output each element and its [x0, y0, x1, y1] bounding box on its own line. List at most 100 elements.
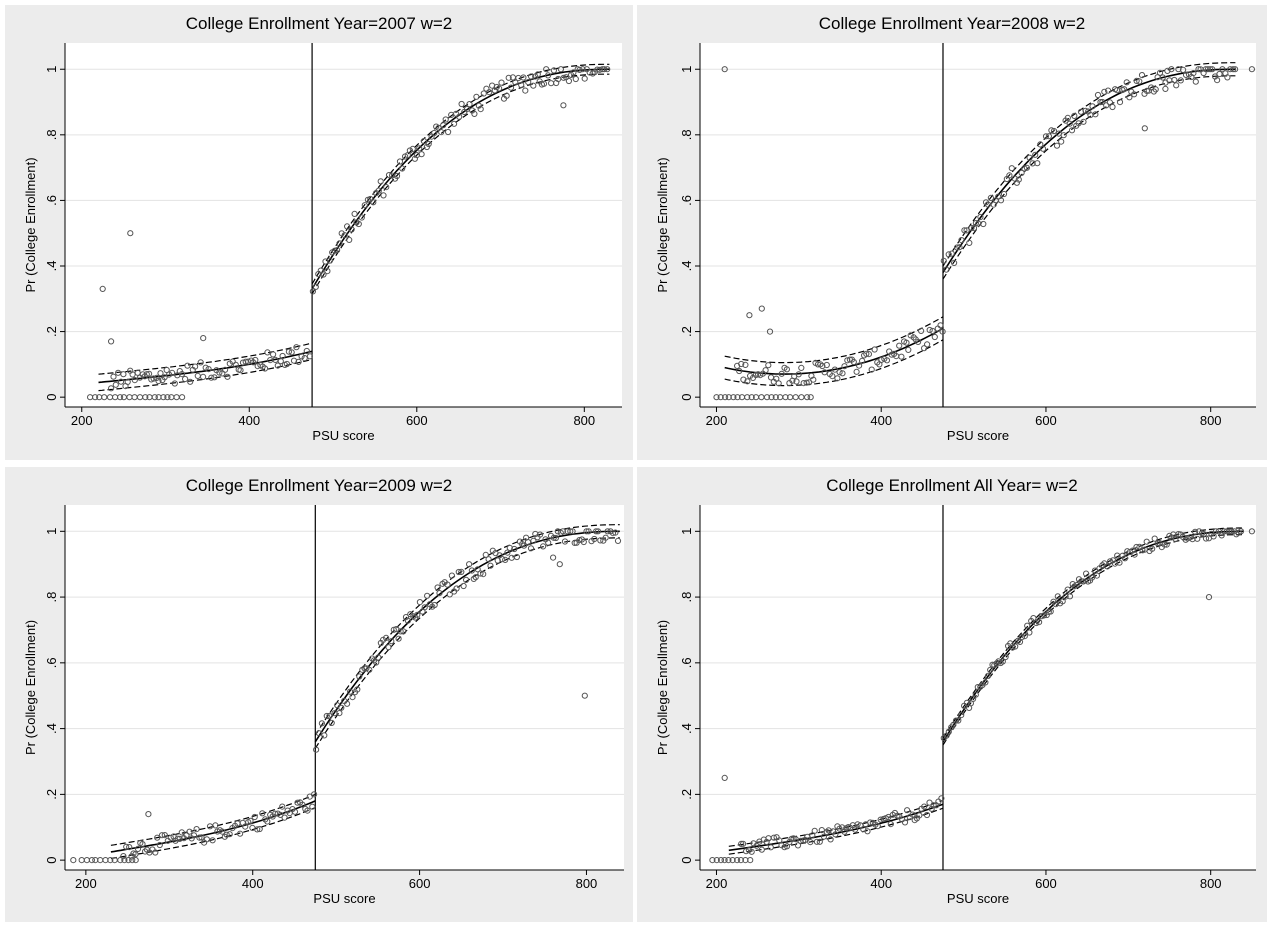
data-point	[841, 828, 848, 835]
panel-2008: College Enrollment Year=2008 w=2 PSU sco…	[637, 5, 1267, 460]
data-point	[1151, 535, 1158, 542]
data-point	[336, 240, 343, 247]
data-point	[1024, 622, 1031, 629]
data-point	[940, 257, 947, 264]
data-point	[146, 370, 153, 377]
data-point	[117, 857, 124, 864]
data-point	[502, 556, 509, 564]
data-point	[143, 371, 150, 378]
data-point	[868, 366, 875, 373]
data-point	[593, 528, 600, 535]
data-point	[158, 832, 166, 839]
data-point	[338, 704, 345, 711]
data-point	[721, 857, 728, 864]
data-point	[1248, 66, 1256, 73]
y-tick-label: .8	[679, 129, 694, 140]
y-tick-label: 1	[44, 528, 59, 535]
data-point	[968, 224, 975, 232]
data-point	[783, 366, 791, 373]
data-point	[832, 831, 839, 838]
panel-all-years: College Enrollment All Year= w=2 PSU sco…	[637, 467, 1267, 922]
data-point	[328, 719, 335, 727]
data-point	[923, 811, 931, 819]
y-tick-label: .4	[679, 261, 694, 272]
data-point	[1023, 164, 1031, 171]
data-point	[261, 365, 269, 372]
data-point	[1101, 88, 1108, 95]
data-point	[134, 845, 142, 853]
data-point	[226, 831, 233, 838]
data-point	[474, 566, 481, 573]
fit-line	[98, 350, 313, 384]
data-point	[1109, 103, 1116, 111]
data-point	[865, 351, 873, 358]
data-point	[864, 828, 871, 835]
data-point	[393, 172, 401, 180]
x-tick-label: 800	[1200, 413, 1222, 428]
data-point	[383, 634, 390, 642]
data-point	[309, 288, 316, 295]
data-point	[466, 101, 473, 108]
data-point	[348, 226, 355, 233]
data-point	[396, 158, 404, 165]
data-point	[817, 361, 824, 368]
data-point	[301, 355, 308, 362]
data-point	[470, 575, 477, 583]
data-point	[713, 394, 720, 401]
data-point	[223, 831, 230, 838]
plot-area	[65, 43, 622, 407]
data-point	[926, 326, 933, 334]
data-point	[247, 817, 254, 825]
data-point	[748, 848, 755, 855]
data-point	[591, 535, 598, 543]
data-point	[453, 585, 460, 592]
data-point	[421, 604, 428, 611]
data-point	[930, 802, 937, 809]
data-point	[1043, 611, 1050, 619]
data-point	[594, 528, 602, 535]
data-point	[1228, 528, 1235, 535]
data-point	[174, 835, 181, 842]
data-point	[520, 542, 528, 549]
data-point	[987, 666, 994, 674]
data-point	[829, 373, 836, 380]
data-point	[1089, 103, 1096, 110]
y-tick-label: 0	[44, 394, 59, 401]
fit-line	[110, 800, 316, 853]
data-point	[1060, 132, 1067, 139]
data-point	[1156, 69, 1164, 76]
data-point	[190, 832, 198, 839]
panel-2007: College Enrollment Year=2007 w=2 PSU sco…	[5, 5, 633, 460]
y-tick-label: .6	[44, 195, 59, 206]
data-point	[431, 129, 438, 137]
data-point	[184, 362, 191, 369]
data-point	[1180, 66, 1187, 74]
data-point	[402, 614, 410, 621]
data-point	[369, 655, 376, 662]
data-point	[363, 665, 370, 672]
data-point	[1202, 66, 1209, 73]
data-point	[839, 370, 846, 377]
data-point	[579, 66, 586, 73]
x-tick-label: 400	[238, 413, 260, 428]
data-point	[399, 165, 406, 172]
data-point	[734, 394, 741, 401]
data-point	[157, 370, 164, 377]
data-point	[161, 374, 168, 381]
data-point	[1026, 154, 1033, 161]
data-point	[931, 333, 938, 341]
data-point	[1068, 127, 1076, 134]
data-point	[999, 658, 1006, 665]
data-point	[977, 213, 984, 221]
data-point	[738, 840, 745, 848]
data-point	[507, 84, 515, 91]
data-point	[1192, 528, 1199, 535]
data-point	[765, 362, 772, 369]
data-point	[1052, 601, 1059, 608]
x-tick-label: 800	[1200, 876, 1222, 891]
data-point	[1021, 165, 1028, 172]
data-point	[436, 590, 443, 597]
data-point	[776, 837, 783, 844]
data-point	[758, 846, 765, 853]
data-point	[1059, 598, 1066, 605]
